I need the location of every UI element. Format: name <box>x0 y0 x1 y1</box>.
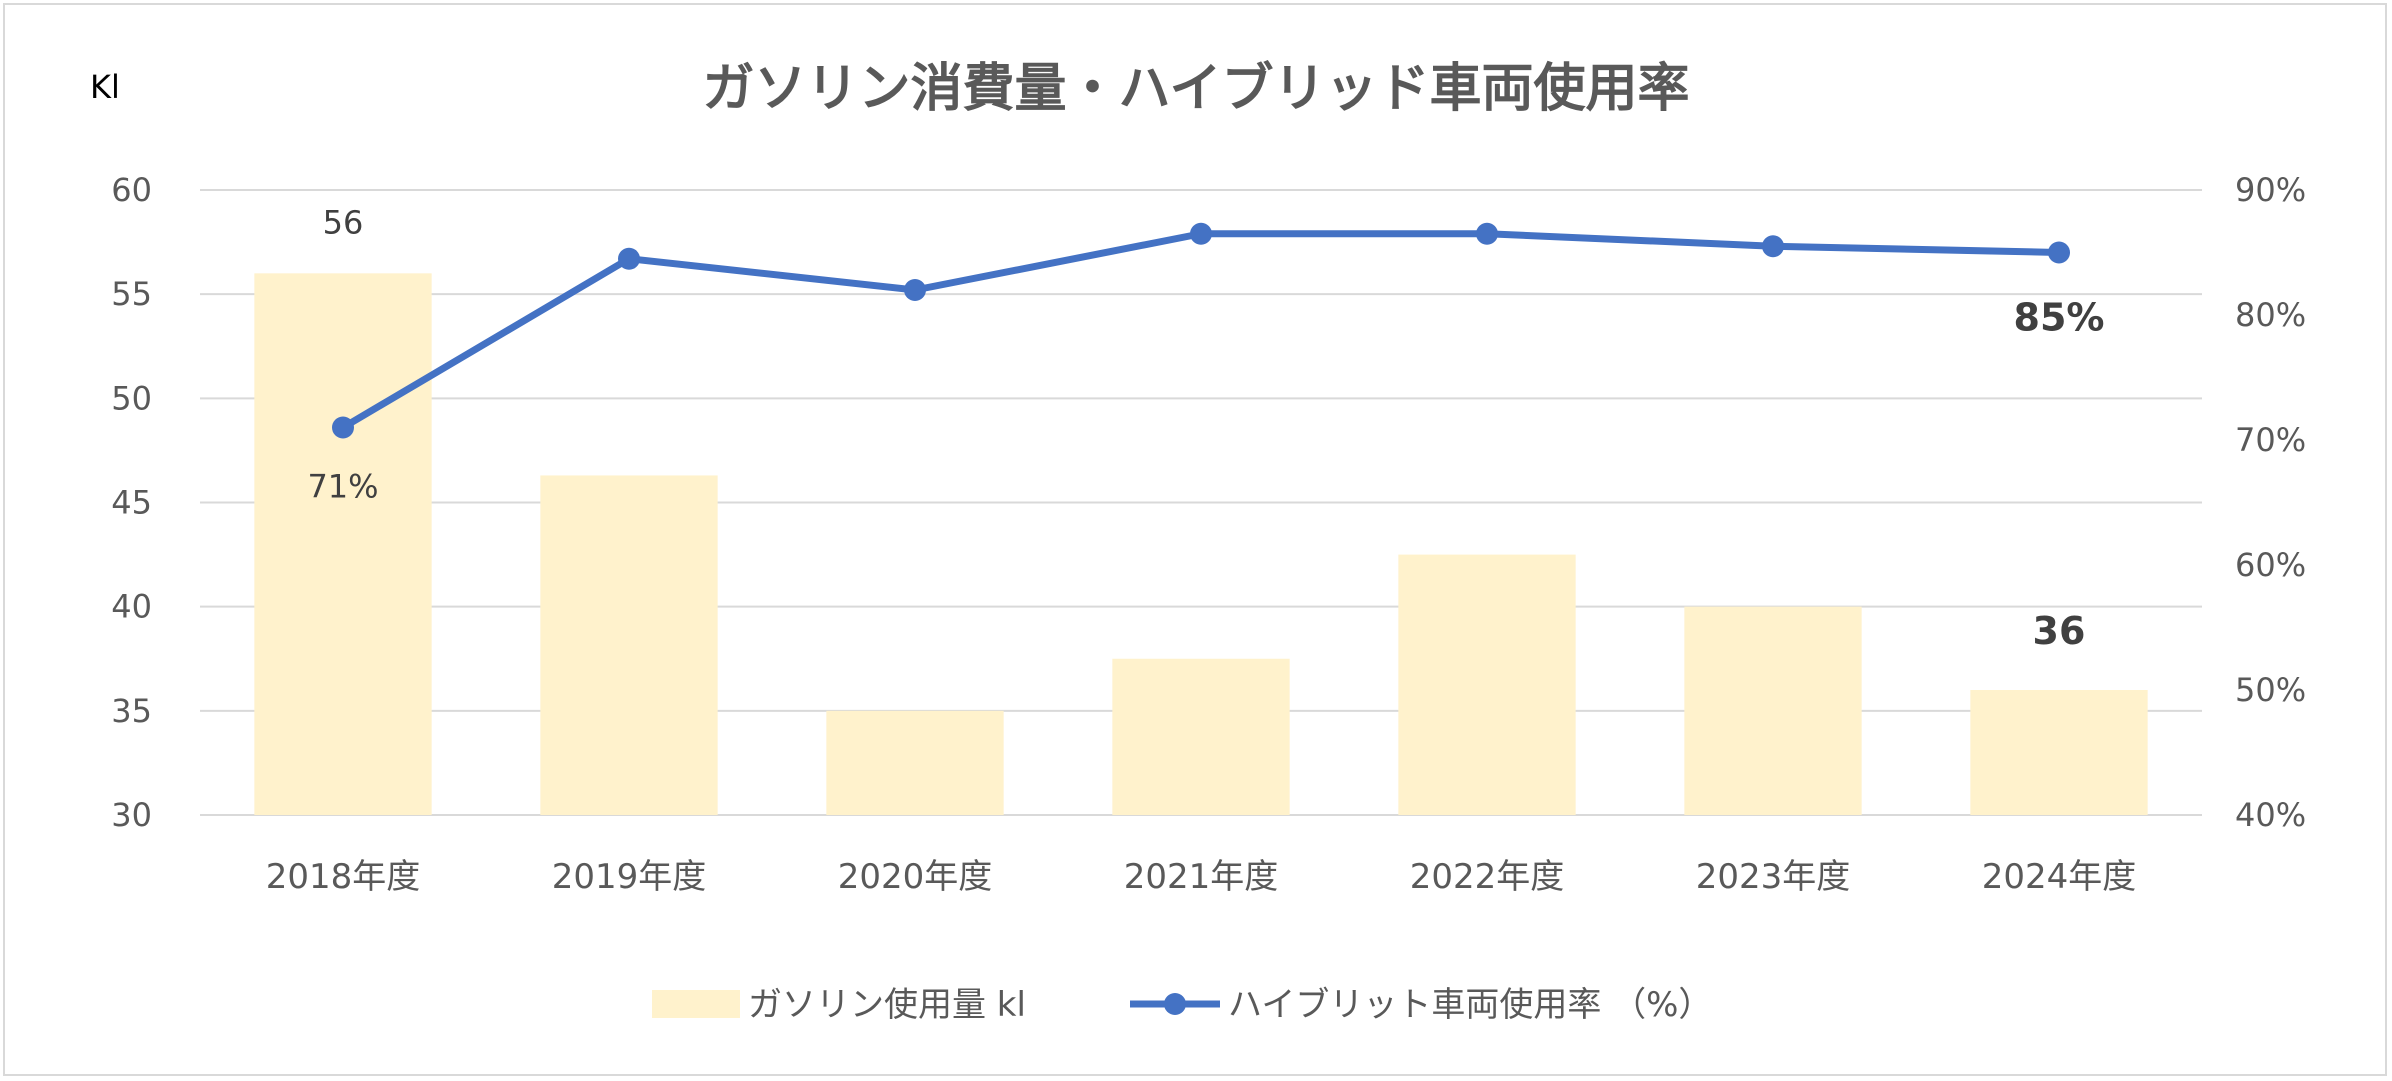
y-left-tick-label: 40 <box>111 588 152 626</box>
bar-data-label: 36 <box>2033 609 2086 653</box>
x-tick-label: 2020年度 <box>838 857 993 897</box>
x-tick-label: 2018年度 <box>266 857 421 897</box>
y-left-tick-label: 30 <box>111 796 152 834</box>
bar <box>540 475 718 815</box>
bar-data-label: 56 <box>323 203 364 241</box>
line-point <box>332 416 354 439</box>
line-point <box>1762 235 1784 258</box>
bar <box>1398 554 1576 815</box>
y-right-tick-label: 40% <box>2235 796 2306 834</box>
gridlines <box>200 189 2202 816</box>
chart-title: ガソリン消費量・ハイブリッド車両使用率 <box>703 59 1690 119</box>
y-left-tick-label: 45 <box>111 484 152 522</box>
line-point <box>904 279 926 301</box>
y-left-tick-label: 50 <box>111 379 152 417</box>
x-tick-label: 2019年度 <box>552 857 707 897</box>
y-right-tick-label: 80% <box>2235 296 2306 334</box>
bar <box>254 273 432 815</box>
y-right-tick-label: 60% <box>2235 546 2306 584</box>
y-left-tick-label: 60 <box>111 171 152 209</box>
y-right-tick-label: 90% <box>2235 171 2306 209</box>
x-tick-label: 2024年度 <box>1982 857 2137 897</box>
bar <box>1684 606 1862 815</box>
line-point <box>2048 241 2070 264</box>
x-tick-label: 2022年度 <box>1410 857 1565 897</box>
y-left-axis-label: Kl <box>90 68 120 106</box>
legend-line-label: ハイブリット車両使用率 （%） <box>1228 985 1712 1025</box>
line-data-label: 71% <box>307 468 378 506</box>
x-tick-label: 2023年度 <box>1696 857 1851 897</box>
data-labels: 56 36 71% 85% <box>307 203 2104 653</box>
y-right-tick-label: 50% <box>2235 671 2306 709</box>
line-point <box>1190 222 1212 245</box>
line-point <box>618 247 640 270</box>
y-right-tick-label: 70% <box>2235 421 2306 459</box>
legend: ガソリン使用量 kl ハイブリット車両使用率 （%） <box>652 985 1712 1025</box>
y-left-tick-label: 55 <box>111 275 152 313</box>
line-point <box>1476 222 1498 245</box>
x-tick-label: 2021年度 <box>1124 857 1279 897</box>
bar-series <box>254 273 2148 815</box>
line-data-label: 85% <box>2014 296 2105 340</box>
legend-bar-swatch <box>652 990 740 1018</box>
line-series <box>332 222 2070 439</box>
axis-ticks: 30 35 40 45 50 55 60 40% 50% 60% 70% 80% 90% 2018年度 20… <box>111 171 2306 897</box>
bar <box>1112 658 1290 815</box>
bar <box>826 710 1004 815</box>
legend-bar-label: ガソリン使用量 kl <box>748 985 1026 1025</box>
bar <box>1970 690 2148 815</box>
y-left-tick-label: 35 <box>111 692 152 730</box>
legend-line-marker <box>1164 993 1186 1015</box>
